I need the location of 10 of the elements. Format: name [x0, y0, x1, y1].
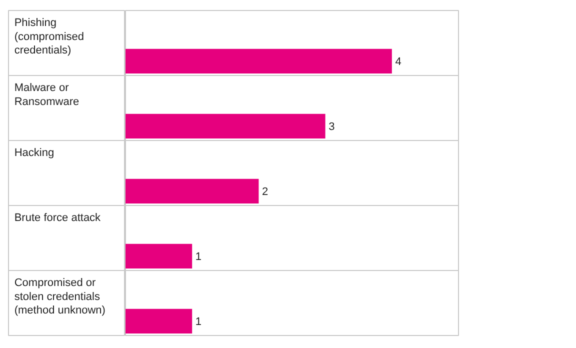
data-label: 1 — [195, 251, 202, 264]
data-label: 1 — [195, 316, 202, 328]
data-label: 2 — [262, 186, 268, 198]
y-tick-label: Hacking — [14, 147, 54, 159]
data-label: 3 — [328, 121, 335, 134]
y-tick-label: Brute force attack — [14, 212, 102, 224]
y-tick-label: Malware or Ransomware — [14, 82, 80, 108]
y-tick-label: Phishing (compromised credentials) — [14, 17, 84, 57]
y-tick-label: Compromised or stolen credentials (method unknown) — [14, 277, 106, 317]
data-label: 4 — [395, 56, 402, 68]
